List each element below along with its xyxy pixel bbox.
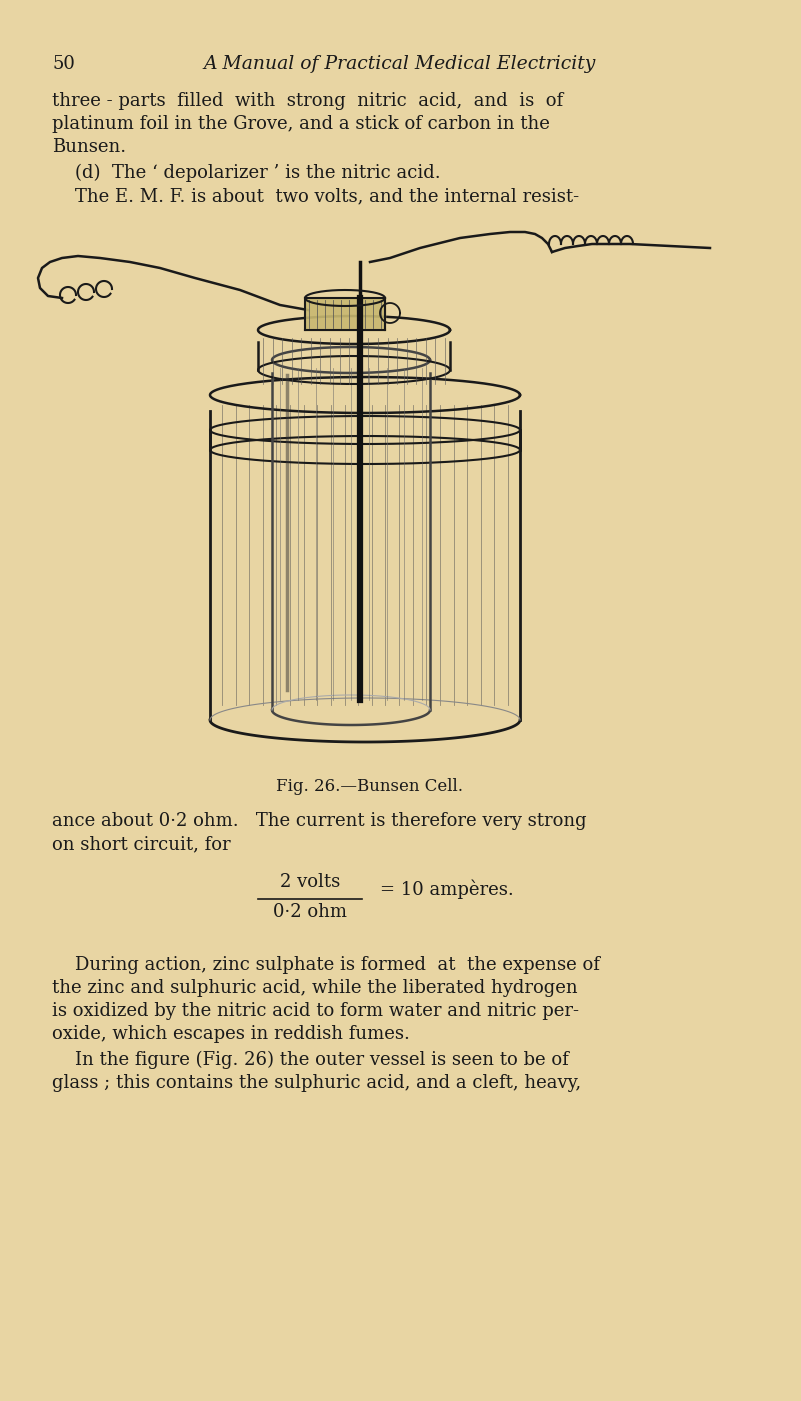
- Text: on short circuit, for: on short circuit, for: [52, 835, 231, 853]
- Text: the zinc and sulphuric acid, while the liberated hydrogen: the zinc and sulphuric acid, while the l…: [52, 979, 578, 998]
- Text: In the figure (Fig. 26) the outer vessel is seen to be of: In the figure (Fig. 26) the outer vessel…: [52, 1051, 569, 1069]
- Text: 50: 50: [52, 55, 74, 73]
- Text: platinum foil in the Grove, and a stick of carbon in the: platinum foil in the Grove, and a stick …: [52, 115, 549, 133]
- Text: oxide, which escapes in reddish fumes.: oxide, which escapes in reddish fumes.: [52, 1026, 410, 1042]
- Text: Fig. 26.—Bunsen Cell.: Fig. 26.—Bunsen Cell.: [276, 778, 464, 794]
- Text: During action, zinc sulphate is formed  at  the expense of: During action, zinc sulphate is formed a…: [52, 955, 600, 974]
- Text: glass ; this contains the sulphuric acid, and a cleft, heavy,: glass ; this contains the sulphuric acid…: [52, 1075, 581, 1091]
- Text: ance about 0·2 ohm.   The current is therefore very strong: ance about 0·2 ohm. The current is there…: [52, 813, 586, 829]
- Text: 2 volts: 2 volts: [280, 873, 340, 891]
- Text: (d)  The ‘ depolarizer ’ is the nitric acid.: (d) The ‘ depolarizer ’ is the nitric ac…: [52, 164, 441, 182]
- Text: The E. M. F. is about  two volts, and the internal resist-: The E. M. F. is about two volts, and the…: [52, 186, 579, 205]
- Text: three - parts  filled  with  strong  nitric  acid,  and  is  of: three - parts filled with strong nitric …: [52, 92, 563, 111]
- Text: = 10 ampères.: = 10 ampères.: [380, 880, 513, 899]
- Text: Bunsen.: Bunsen.: [52, 139, 126, 156]
- Text: A Manual of Practical Medical Electricity: A Manual of Practical Medical Electricit…: [203, 55, 596, 73]
- Text: is oxidized by the nitric acid to form water and nitric per-: is oxidized by the nitric acid to form w…: [52, 1002, 579, 1020]
- Text: 0·2 ohm: 0·2 ohm: [273, 904, 347, 920]
- Polygon shape: [305, 298, 385, 331]
